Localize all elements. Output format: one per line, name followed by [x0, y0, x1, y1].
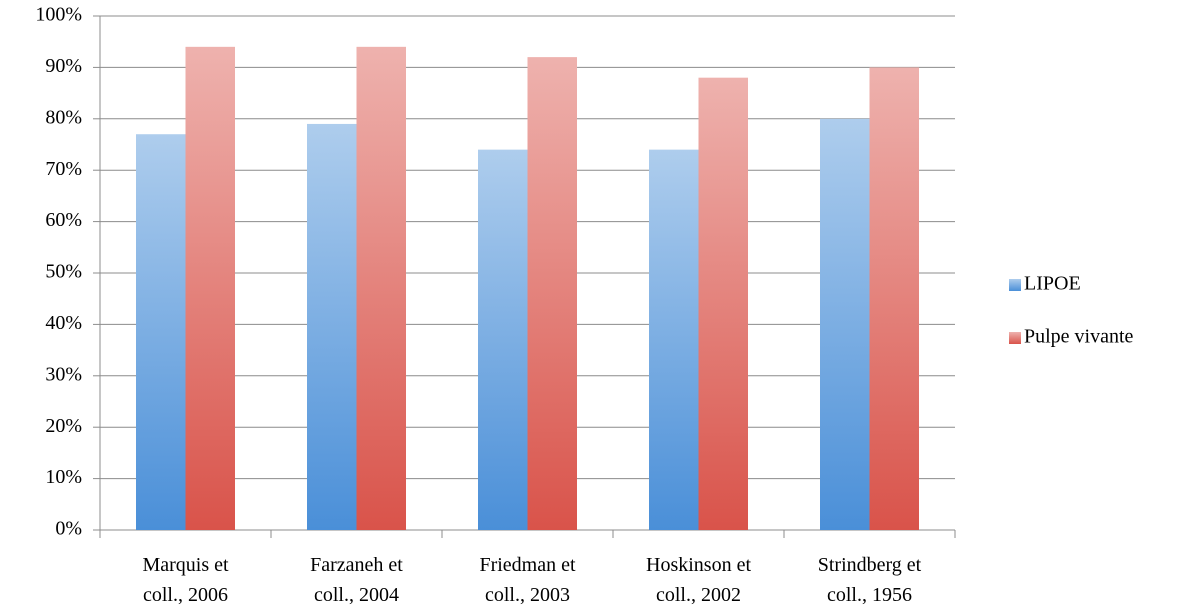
bar [356, 46, 406, 531]
bar [869, 67, 919, 531]
legend-swatch [1009, 279, 1021, 291]
x-tick-label: Friedman et coll., 2003 [479, 554, 576, 606]
y-tick-label: 20% [45, 415, 82, 437]
y-tick-label: 40% [45, 312, 82, 334]
x-tick-label: Marquis et coll., 2006 [142, 554, 229, 606]
x-tick-label: Hoskinson et coll., 2002 [646, 554, 751, 606]
legend-label: LIPOE [1024, 273, 1081, 295]
bar [136, 134, 186, 530]
bar [820, 118, 870, 531]
y-tick-label: 60% [45, 209, 82, 231]
x-tick-label: Farzaneh et coll., 2004 [310, 554, 403, 606]
y-tick-label: 0% [55, 518, 82, 540]
legend-label: Pulpe vivante [1024, 326, 1134, 348]
y-tick-label: 10% [45, 466, 82, 488]
y-tick-label: 50% [45, 261, 82, 283]
bar [478, 149, 528, 530]
y-tick-label: 100% [35, 4, 82, 26]
bar [185, 46, 235, 531]
bar [649, 149, 699, 530]
y-tick-label: 80% [45, 106, 82, 128]
bar [527, 57, 577, 531]
y-tick-label: 70% [45, 158, 82, 180]
x-tick-label: Strindberg et coll., 1956 [818, 554, 922, 606]
bar [307, 123, 357, 530]
y-tick-label: 30% [45, 363, 82, 385]
y-tick-label: 90% [45, 55, 82, 77]
legend-swatch [1009, 332, 1021, 344]
bar [698, 77, 748, 531]
